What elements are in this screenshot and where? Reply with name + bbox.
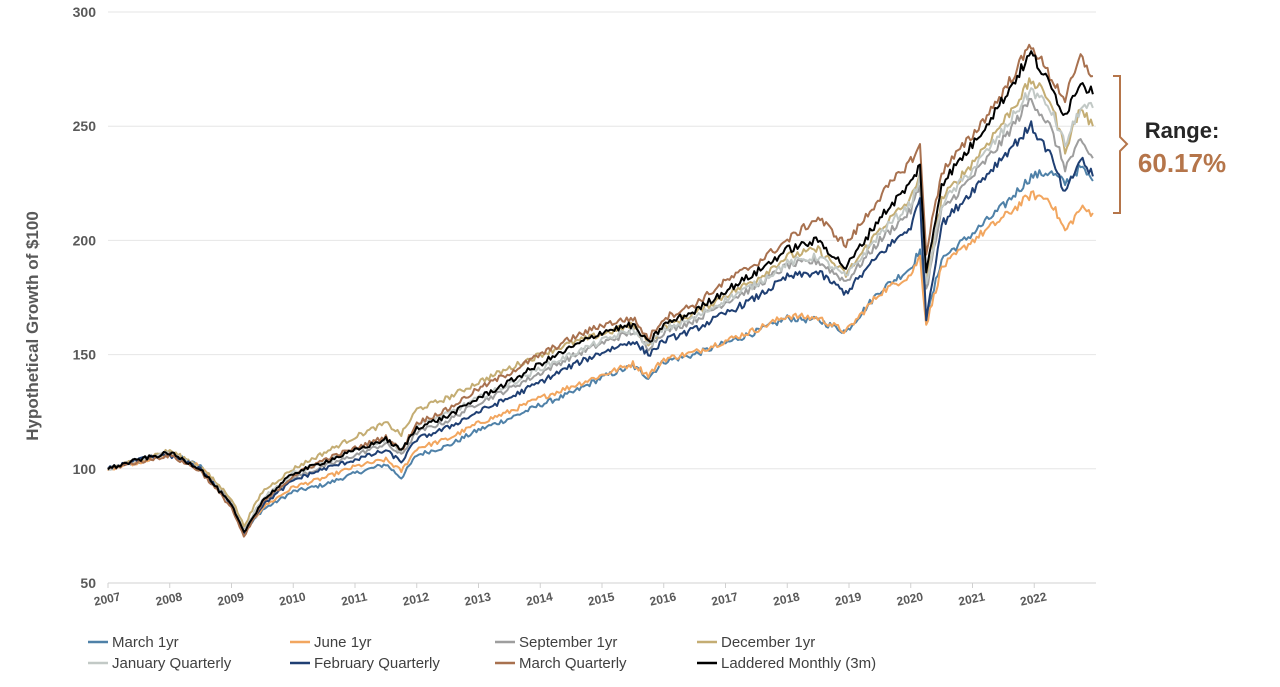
- legend-label: March Quarterly: [519, 655, 627, 672]
- legend: March 1yr June 1yr September 1yr December 1…: [88, 634, 876, 672]
- series-line-january-quarterly: [107, 87, 1094, 533]
- x-tick-label: 2021: [957, 589, 986, 608]
- gridlines: [108, 11, 1096, 584]
- series-line-december-1yr: [107, 77, 1094, 528]
- series-line-march-quarterly: [107, 43, 1094, 538]
- range-annotation: Range: 60.17%: [1113, 75, 1226, 214]
- legend-label: December 1yr: [721, 634, 815, 651]
- x-tick-label: 2007: [93, 589, 122, 608]
- legend-label: Laddered Monthly (3m): [721, 655, 876, 672]
- x-tick-label: 2017: [710, 589, 739, 608]
- y-tick-label: 150: [73, 347, 97, 363]
- x-tick-label: 2010: [278, 589, 307, 608]
- legend-label: March 1yr: [112, 634, 179, 651]
- x-tick-label: 2013: [463, 589, 492, 608]
- series-line-laddered-monthly-3m: [107, 50, 1094, 533]
- y-tick-label: 200: [73, 232, 97, 248]
- range-bracket: [1113, 75, 1129, 214]
- y-tick-label: 250: [73, 118, 97, 134]
- x-tick-label: 2020: [895, 589, 924, 608]
- y-axis-label: Hypothetical Growth of $100: [23, 211, 42, 441]
- legend-label: September 1yr: [519, 634, 617, 651]
- x-tick-label: 2009: [216, 589, 245, 608]
- x-tick-label: 2014: [525, 589, 554, 608]
- x-tick-label: 2008: [154, 589, 183, 608]
- series-line-february-quarterly: [107, 120, 1094, 535]
- x-tick-label: 2018: [772, 589, 801, 608]
- x-tick-label: 2022: [1019, 589, 1048, 608]
- legend-label: June 1yr: [314, 634, 372, 651]
- series-lines: [107, 43, 1094, 538]
- x-tick-label: 2012: [401, 589, 430, 608]
- range-value: 60.17%: [1138, 148, 1226, 178]
- legend-label: February Quarterly: [314, 655, 440, 672]
- series-line-june-1yr: [107, 190, 1094, 533]
- x-tick-label: 2016: [648, 589, 677, 608]
- x-tick-label: 2019: [834, 589, 863, 608]
- range-label: Range:: [1145, 118, 1220, 143]
- axes: 50 100 150 200 250 300 2007 2008 2009 2010 2011 201…: [73, 4, 1096, 609]
- x-tick-label: 2011: [340, 589, 369, 608]
- legend-label: January Quarterly: [112, 655, 232, 672]
- y-tick-label: 300: [73, 4, 97, 20]
- x-tick-label: 2015: [587, 589, 616, 608]
- y-tick-label: 50: [80, 575, 96, 591]
- y-tick-label: 100: [73, 461, 97, 477]
